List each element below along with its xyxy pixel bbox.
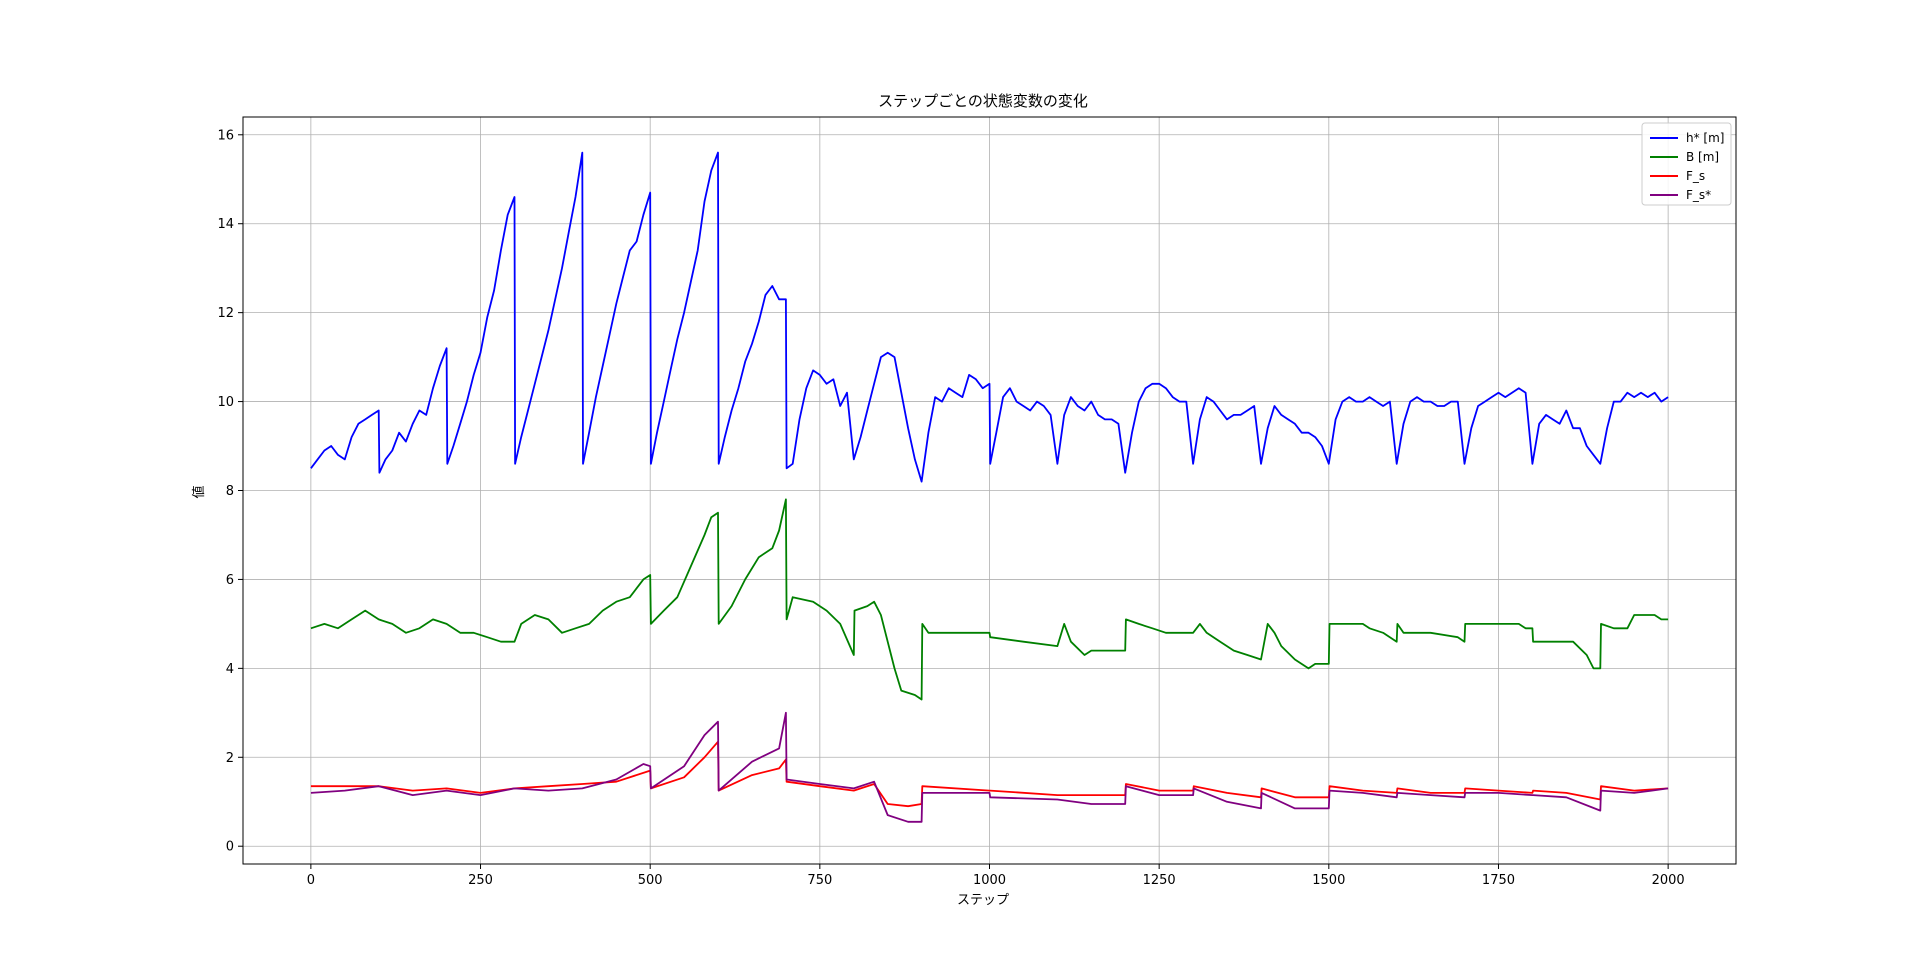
x-tick-label: 500: [638, 873, 663, 888]
y-axis-label: 値: [191, 485, 207, 498]
series-group: [310, 151, 1669, 823]
x-tick-label: 1000: [973, 873, 1006, 888]
series-line-b-m: [310, 498, 1669, 701]
series-line-f-s: [310, 740, 1669, 808]
chart-title: ステップごとの状態変数の変化: [878, 92, 1088, 110]
x-tick-label: 250: [468, 873, 493, 888]
legend-box: [1641, 122, 1732, 206]
y-axis-ticks: 0 2 4 6 8 10 12 14 16: [217, 128, 243, 855]
x-axis-label: ステップ: [957, 893, 1009, 908]
x-tick-label: 1750: [1482, 873, 1515, 888]
legend-entry: F_s: [1686, 169, 1705, 183]
legend-entry: h* [m]: [1686, 131, 1724, 145]
y-tick-label: 10: [217, 395, 234, 410]
y-tick-label: 0: [226, 840, 234, 855]
y-tick-label: 16: [217, 128, 234, 143]
grid-lines: [243, 117, 1736, 864]
y-tick-label: 12: [217, 306, 234, 321]
series-line-h-m: [310, 151, 1669, 483]
legend: h* [m] B [m] F_s F_s*: [1641, 122, 1732, 206]
y-tick-label: 14: [217, 217, 234, 232]
x-tick-label: 0: [307, 873, 315, 888]
y-tick-label: 4: [226, 662, 234, 677]
x-tick-label: 2000: [1652, 873, 1685, 888]
y-tick-label: 6: [226, 573, 234, 588]
y-tick-label: 2: [226, 751, 234, 766]
legend-entry: F_s*: [1686, 188, 1711, 202]
x-tick-label: 1500: [1312, 873, 1345, 888]
x-tick-label: 750: [807, 873, 832, 888]
series-line-f-s: [310, 711, 1669, 823]
legend-entry: B [m]: [1686, 150, 1719, 164]
x-axis-ticks: 0 250 500 750 1000 1250 1500 1750 2000: [307, 864, 1685, 888]
y-tick-label: 8: [226, 484, 234, 499]
x-tick-label: 1250: [1143, 873, 1176, 888]
